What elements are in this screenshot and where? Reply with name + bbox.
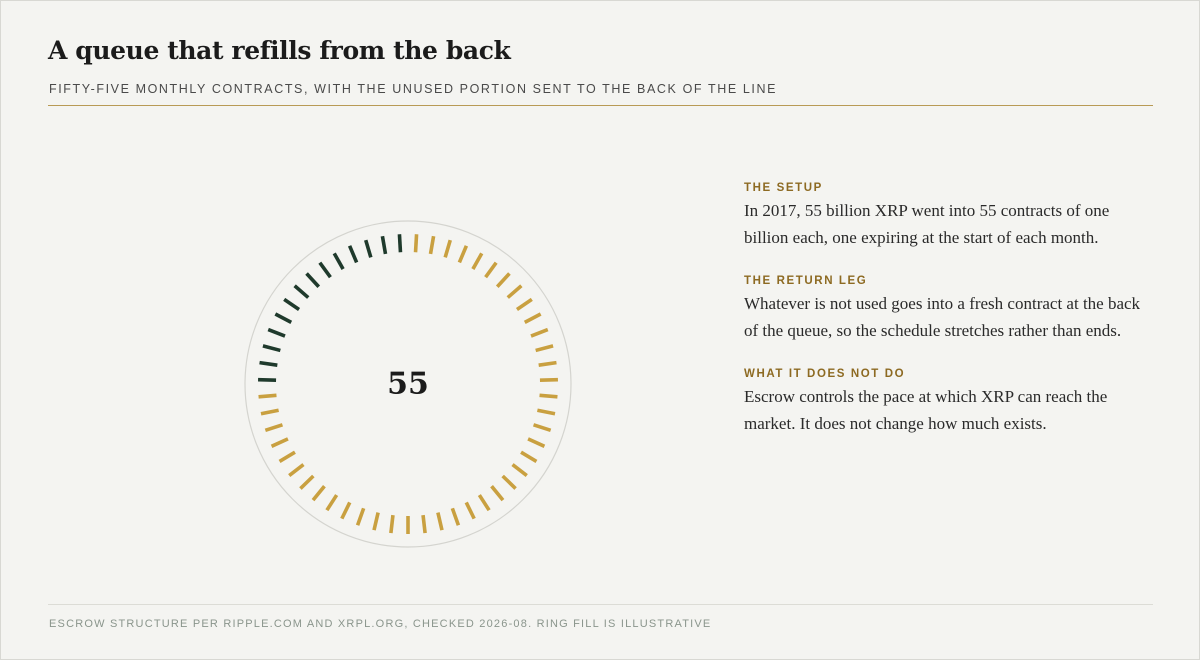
contract-tick-pending [270, 437, 289, 448]
contract-tick-pending [506, 284, 523, 299]
contract-tick-pending [264, 423, 284, 433]
contract-tick-pending [258, 393, 277, 399]
contract-tick-pending [340, 501, 352, 520]
contract-tick-released [397, 234, 403, 253]
explanation-panel: THE SETUP In 2017, 55 billion XRP went i… [744, 182, 1154, 461]
section-label: THE SETUP [744, 182, 823, 194]
header-divider [48, 105, 1153, 106]
contract-tick-pending [538, 360, 557, 367]
contract-tick-pending [520, 450, 538, 464]
ring-outline [244, 220, 572, 548]
contract-tick-pending [484, 261, 498, 279]
contract-tick-pending [355, 507, 366, 526]
contract-tick-pending [413, 234, 419, 253]
contract-tick-pending [532, 423, 552, 433]
contract-tick-pending [325, 494, 339, 512]
contract-tick-pending [450, 507, 461, 526]
page-subtitle: FIFTY-FIVE MONTHLY CONTRACTS, WITH THE U… [49, 82, 778, 96]
contract-tick-pending [527, 437, 546, 448]
contract-tick-pending [428, 235, 436, 255]
contract-tick-released [283, 297, 301, 311]
contract-tick-pending [311, 485, 326, 502]
contract-tick-pending [471, 252, 484, 270]
contract-tick-pending [260, 408, 279, 416]
contract-tick-pending [372, 512, 380, 531]
contract-tick-pending [389, 514, 395, 534]
contract-tick-released [262, 344, 281, 353]
footer-divider [48, 604, 1153, 605]
section-label: WHAT IT DOES NOT DO [744, 368, 906, 380]
page-title: A queue that refills from the back [48, 36, 511, 65]
contract-tick-pending [490, 485, 505, 502]
contract-tick-released [305, 272, 321, 288]
section-body: In 2017, 55 billion XRP went into 55 con… [744, 201, 1110, 247]
contract-tick-pending [464, 501, 476, 520]
contract-tick-pending [443, 239, 452, 258]
contract-tick-pending [501, 474, 517, 490]
contract-tick-released [274, 312, 293, 324]
section-body: Escrow controls the pace at which XRP ca… [744, 387, 1108, 433]
contract-tick-pending [535, 344, 554, 353]
contract-tick-pending [436, 512, 444, 531]
section-body: Whatever is not used goes into a fresh c… [744, 294, 1141, 340]
contract-ring: 55 [244, 220, 572, 548]
contract-tick-pending [539, 393, 558, 399]
section-setup: THE SETUP In 2017, 55 billion XRP went i… [744, 182, 1154, 251]
contract-tick-pending [539, 377, 558, 383]
contract-tick-released [332, 252, 345, 270]
footnote: ESCROW STRUCTURE PER RIPPLE.COM AND XRPL… [49, 618, 712, 630]
contract-tick-pending [457, 245, 469, 264]
contract-tick-pending [288, 463, 305, 478]
section-return-leg: THE RETURN LEG Whatever is not used goes… [744, 275, 1154, 344]
contract-tick-pending [495, 272, 511, 288]
ring-ticks [258, 234, 558, 534]
section-label: THE RETURN LEG [744, 275, 868, 287]
contract-tick-pending [421, 514, 427, 534]
contract-tick-pending [278, 450, 296, 464]
section-what-it-does-not-do: WHAT IT DOES NOT DO Escrow controls the … [744, 368, 1154, 437]
contract-tick-pending [477, 494, 491, 512]
contract-tick-released [258, 377, 277, 383]
contract-tick-released [267, 327, 286, 338]
contract-tick-released [364, 239, 373, 258]
contract-tick-pending [523, 312, 542, 324]
contract-tick-released [380, 235, 388, 255]
contract-tick-pending [530, 327, 549, 338]
contract-tick-released [293, 284, 310, 299]
contract-tick-pending [511, 463, 528, 478]
contract-tick-pending [515, 297, 533, 311]
contract-tick-released [259, 360, 278, 367]
contract-tick-pending [537, 408, 556, 416]
contract-tick-released [347, 245, 359, 264]
ring-center-count: 55 [387, 367, 429, 402]
contract-tick-released [318, 261, 332, 279]
contract-tick-pending [299, 474, 315, 490]
